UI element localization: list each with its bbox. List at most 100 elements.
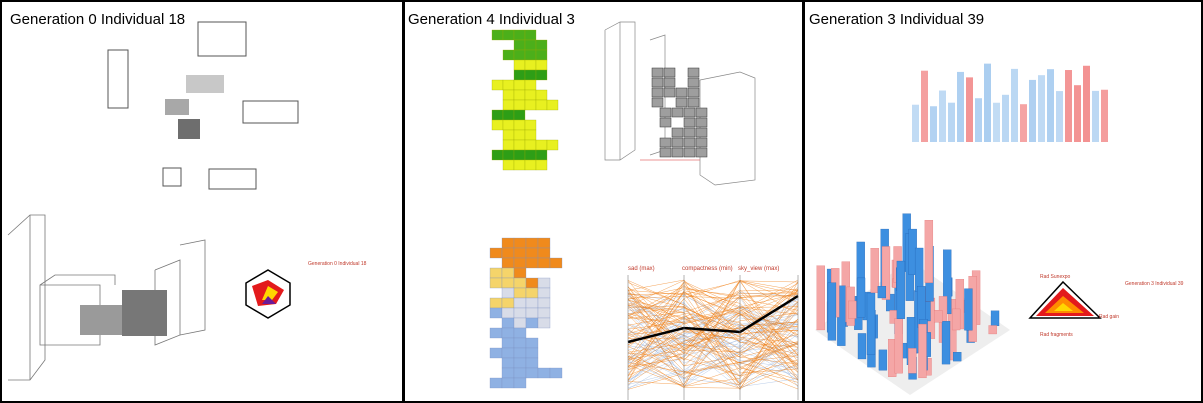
- parallel-coordinates: [627, 275, 799, 400]
- radar-area: [262, 296, 276, 304]
- building-bars: [912, 63, 1108, 142]
- line: [627, 295, 799, 381]
- cube: [524, 89, 537, 101]
- cube: [513, 79, 526, 91]
- cube: [513, 237, 527, 249]
- cube: [513, 139, 526, 151]
- cube: [501, 327, 515, 339]
- cube: [659, 137, 672, 148]
- line: [627, 279, 799, 385]
- line: [627, 296, 799, 320]
- building: [934, 310, 943, 323]
- cube: [513, 347, 527, 359]
- cube: [489, 277, 503, 289]
- cube: [525, 257, 539, 269]
- cube: [549, 367, 563, 379]
- cube: [675, 97, 688, 108]
- line: [627, 331, 799, 369]
- cube: [525, 287, 539, 299]
- cube: [489, 327, 503, 339]
- cube: [683, 147, 696, 158]
- cube: [513, 109, 526, 121]
- cube: [489, 307, 503, 319]
- bar: [1056, 91, 1063, 142]
- cube: [537, 287, 551, 299]
- building: [165, 99, 189, 115]
- line: [627, 292, 799, 342]
- cube: [535, 49, 548, 61]
- cube: [524, 29, 537, 41]
- line: [627, 292, 799, 349]
- line: [627, 279, 799, 325]
- building: [914, 247, 924, 292]
- building: [848, 300, 857, 319]
- wireframe: [604, 21, 756, 186]
- bar: [1065, 70, 1072, 142]
- radar-label: Rad fragments: [1040, 332, 1073, 338]
- radar-label: Rad Sunexpo: [1040, 274, 1071, 280]
- cube: [501, 337, 515, 349]
- bar: [966, 77, 973, 142]
- line: [627, 312, 799, 370]
- line: [627, 313, 799, 385]
- line: [627, 314, 799, 389]
- cube: [524, 59, 537, 71]
- cube: [524, 39, 537, 51]
- building: [941, 321, 951, 365]
- cube: [513, 327, 527, 339]
- building: [816, 265, 825, 331]
- line: [627, 280, 799, 389]
- bar: [1047, 69, 1054, 142]
- cube: [695, 117, 708, 128]
- cube: [683, 107, 696, 118]
- building: [877, 286, 887, 299]
- cube: [491, 109, 504, 121]
- cube: [535, 89, 548, 101]
- cube: [524, 139, 537, 151]
- line: [627, 326, 799, 367]
- cube: [524, 129, 537, 141]
- cube: [502, 159, 515, 171]
- cube: [687, 67, 700, 78]
- cube: [513, 129, 526, 141]
- cube: [513, 149, 526, 161]
- building: [80, 305, 122, 335]
- cube: [513, 377, 527, 389]
- line: [627, 343, 799, 380]
- cube: [524, 69, 537, 81]
- building: [988, 325, 997, 335]
- cube: [525, 237, 539, 249]
- line: [627, 303, 799, 377]
- building: [827, 282, 837, 341]
- cube: [513, 89, 526, 101]
- line: [627, 299, 799, 346]
- building: [894, 318, 903, 374]
- cube: [491, 29, 504, 41]
- bar: [1020, 104, 1027, 142]
- panel-border: [803, 0, 1203, 403]
- cube: [663, 87, 676, 98]
- cube: [501, 267, 515, 279]
- bar: [1011, 68, 1018, 142]
- line: [627, 302, 799, 358]
- cube: [502, 29, 515, 41]
- line: [627, 293, 799, 353]
- building: [924, 220, 934, 283]
- building: [107, 49, 129, 109]
- building: [881, 246, 891, 300]
- cube: [683, 137, 696, 148]
- detail-text: Generation 0 Individual 18: [308, 261, 367, 267]
- building: [951, 308, 961, 331]
- bar: [1038, 75, 1045, 142]
- cube: [491, 119, 504, 131]
- cube: [659, 117, 672, 128]
- bar: [1092, 90, 1099, 142]
- building: [162, 167, 182, 187]
- cube: [513, 29, 526, 41]
- panel-title: Generation 3 Individual 39: [809, 11, 984, 28]
- cube: [659, 147, 672, 158]
- cube: [513, 287, 527, 299]
- bar: [948, 102, 955, 142]
- radar-area: [1054, 303, 1073, 311]
